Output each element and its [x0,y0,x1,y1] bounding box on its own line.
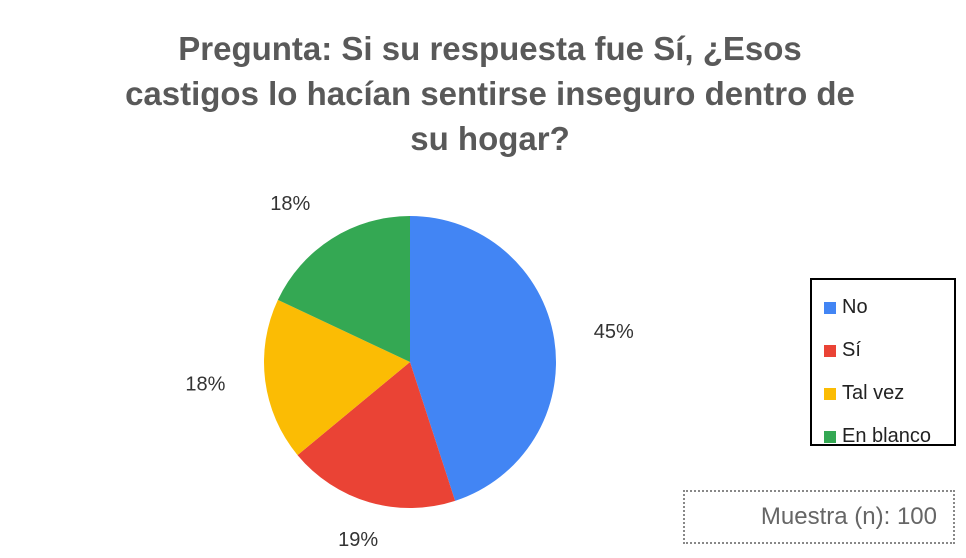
legend-item: Tal vez [824,372,954,415]
legend-swatch [824,430,836,443]
legend-label: No [842,296,868,318]
pie-slice [297,362,456,508]
data-label: 45% [594,321,634,343]
legend: No Sí Tal vez En blanco [810,278,956,447]
legend-label: Sí [842,339,861,361]
data-label: 18% [270,193,310,215]
data-label: 18% [185,374,225,396]
legend-label: En blanco [842,425,931,447]
pie-slice [410,216,556,501]
pie-slice [277,216,410,362]
legend-item: No [824,286,954,329]
legend-swatch [824,344,836,357]
legend-swatch [824,387,836,400]
data-label: 19% [338,529,378,551]
pie-slice [264,299,410,456]
chart-title: Pregunta: Si su respuesta fue Sí, ¿Esos … [125,30,855,157]
legend-item: Sí [824,329,954,372]
legend-item: En blanco [824,415,954,458]
legend-swatch [824,301,836,314]
annotation: Muestra (n): 100 [683,490,955,544]
legend-label: Tal vez [842,382,905,404]
